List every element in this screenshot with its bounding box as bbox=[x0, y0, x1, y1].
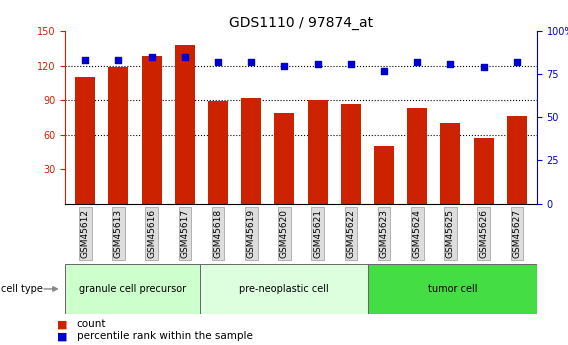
Text: ■: ■ bbox=[57, 319, 67, 329]
Text: GSM45612: GSM45612 bbox=[81, 209, 90, 258]
Bar bbox=[76, 77, 95, 204]
Point bbox=[180, 54, 189, 60]
Bar bbox=[65, 264, 200, 314]
Bar bbox=[507, 116, 527, 204]
Text: GSM45621: GSM45621 bbox=[313, 209, 322, 258]
Text: GSM45627: GSM45627 bbox=[512, 209, 521, 258]
Point bbox=[479, 65, 488, 70]
Bar bbox=[474, 138, 494, 204]
Text: tumor cell: tumor cell bbox=[428, 284, 477, 294]
Point bbox=[147, 54, 156, 60]
Bar bbox=[208, 101, 228, 204]
Text: granule cell precursor: granule cell precursor bbox=[79, 284, 186, 294]
Text: GSM45624: GSM45624 bbox=[413, 209, 421, 258]
Point bbox=[346, 61, 356, 67]
Bar bbox=[341, 104, 361, 204]
Bar bbox=[175, 45, 195, 204]
Text: GSM45622: GSM45622 bbox=[346, 209, 356, 258]
Title: GDS1110 / 97874_at: GDS1110 / 97874_at bbox=[229, 16, 373, 30]
Text: GSM45625: GSM45625 bbox=[446, 209, 455, 258]
Point bbox=[214, 59, 223, 65]
Bar bbox=[108, 67, 128, 204]
Bar bbox=[440, 123, 461, 204]
Text: cell type: cell type bbox=[1, 284, 43, 294]
Point bbox=[114, 58, 123, 63]
Text: pre-neoplastic cell: pre-neoplastic cell bbox=[239, 284, 329, 294]
Text: GSM45613: GSM45613 bbox=[114, 209, 123, 258]
Text: GSM45618: GSM45618 bbox=[214, 209, 223, 258]
Text: percentile rank within the sample: percentile rank within the sample bbox=[77, 332, 253, 341]
Bar bbox=[141, 56, 162, 204]
Point bbox=[247, 59, 256, 65]
Text: GSM45626: GSM45626 bbox=[479, 209, 488, 258]
Bar bbox=[200, 264, 369, 314]
Bar bbox=[374, 146, 394, 204]
Text: count: count bbox=[77, 319, 106, 329]
Bar bbox=[407, 108, 427, 204]
Point bbox=[512, 59, 521, 65]
Text: GSM45623: GSM45623 bbox=[379, 209, 389, 258]
Text: ■: ■ bbox=[57, 332, 67, 341]
Text: GSM45619: GSM45619 bbox=[247, 209, 256, 258]
Text: GSM45620: GSM45620 bbox=[280, 209, 289, 258]
Point bbox=[81, 58, 90, 63]
Point bbox=[280, 63, 289, 68]
Bar bbox=[274, 113, 294, 204]
Point bbox=[446, 61, 455, 67]
Text: GSM45616: GSM45616 bbox=[147, 209, 156, 258]
Bar bbox=[369, 264, 537, 314]
Text: GSM45617: GSM45617 bbox=[181, 209, 189, 258]
Point bbox=[379, 68, 389, 73]
Bar bbox=[241, 98, 261, 204]
Point bbox=[313, 61, 322, 67]
Point bbox=[413, 59, 422, 65]
Bar bbox=[308, 100, 328, 204]
